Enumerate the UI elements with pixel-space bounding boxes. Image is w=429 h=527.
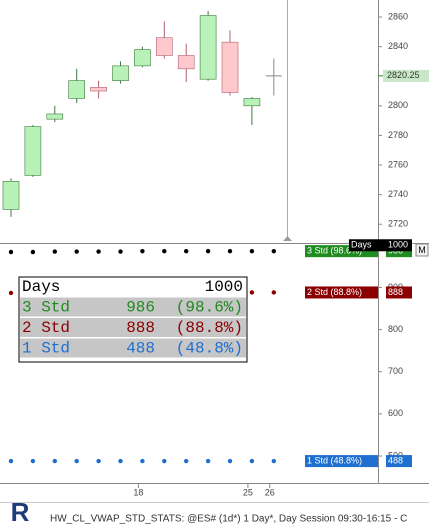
table-row-bg: [20, 338, 246, 358]
y-tick-label: 700: [388, 366, 403, 376]
logo: [4, 504, 44, 526]
dot: [96, 249, 101, 254]
series-name-box: [305, 455, 378, 468]
days-value: 1000: [388, 240, 408, 250]
dot: [118, 249, 123, 254]
x-tick-label: 18: [133, 487, 143, 497]
dot: [30, 458, 36, 464]
table-cell: 2 Std: [22, 319, 70, 337]
dot: [271, 248, 276, 254]
candle-body: [68, 80, 85, 99]
table-cell: 1 Std: [22, 340, 70, 358]
days-box: [349, 239, 412, 252]
dot: [8, 290, 14, 296]
cursor-mark: [283, 236, 292, 241]
candle-body: [243, 98, 261, 107]
dot: [52, 458, 57, 464]
table-cell: (48.8%): [176, 340, 243, 358]
table-cell: 1000: [205, 278, 243, 296]
dot: [118, 458, 123, 464]
value-label: 888: [388, 287, 403, 297]
dot: [162, 248, 167, 254]
dot: [74, 249, 79, 254]
dot: [140, 458, 145, 464]
candle-body: [221, 41, 239, 93]
table-cell: Days: [22, 278, 60, 296]
dot: [96, 458, 101, 464]
value-box: [386, 286, 412, 299]
candle-body: [2, 181, 20, 210]
dot: [184, 458, 189, 464]
table-cell: 888: [126, 319, 155, 337]
dot: [52, 249, 57, 254]
value-box: [386, 455, 412, 468]
table-cell: (98.6%): [176, 299, 243, 317]
candle-body: [24, 126, 42, 176]
table-cell: 488: [126, 340, 155, 358]
dot: [227, 248, 233, 254]
logo-text: R: [11, 497, 30, 527]
y-tick-label: 2840: [388, 41, 408, 51]
candle-body: [46, 113, 64, 120]
dot: [271, 458, 276, 464]
table-row-bg: [20, 318, 246, 337]
last-price-label: 2820.25: [387, 70, 420, 80]
dot: [249, 290, 255, 295]
table-cell: (88.8%): [176, 319, 243, 337]
candle-body: [156, 37, 173, 56]
x-tick-label: 25: [243, 487, 253, 497]
table-cell: 3 Std: [22, 299, 70, 317]
footer-text: HW_CL_VWAP_STD_STATS: @ES# (1d*) 1 Day*,…: [50, 514, 407, 525]
table-cell: 986: [126, 299, 155, 317]
legend-entry: 2 Std (88.8%): [307, 287, 362, 297]
dot: [30, 249, 36, 255]
dot: [74, 458, 79, 464]
candle-body: [90, 87, 107, 92]
dot: [162, 458, 167, 464]
series-name-box: [305, 245, 378, 258]
pane-button[interactable]: [415, 243, 429, 257]
dot: [227, 458, 233, 464]
pane-button-label: M: [418, 245, 426, 255]
dot: [205, 458, 211, 464]
dot: [8, 249, 14, 255]
dot: [184, 248, 189, 254]
dot: [249, 248, 255, 254]
legend-entry: 3 Std (98.6%): [307, 246, 362, 256]
dot: [140, 248, 145, 254]
y-tick-label: 2800: [388, 100, 408, 110]
series-name-box: [305, 286, 378, 299]
last-price-box: [383, 69, 429, 82]
y-tick-label: 600: [388, 408, 403, 418]
y-tick-label: 2720: [388, 219, 408, 229]
value-label: 488: [388, 455, 403, 465]
legend-entry: 1 Std (48.8%): [307, 455, 362, 465]
y-tick-label: 2780: [388, 130, 408, 140]
y-tick-label: 800: [388, 324, 403, 334]
days-name: Days: [351, 240, 372, 250]
dot: [8, 458, 14, 464]
stats-table: Days 1000 3 Std 986 (98.6%) 2 Std 888 (88.8%) 1 …: [18, 276, 248, 363]
dot: [249, 458, 255, 464]
y-tick-label: 2860: [388, 11, 408, 21]
y-tick-label: 2740: [388, 189, 408, 199]
dot: [205, 248, 211, 254]
x-tick-label: 26: [265, 487, 275, 497]
y-tick-label: 2760: [388, 159, 408, 169]
candle-body: [112, 65, 129, 81]
candle-body: [177, 55, 195, 70]
candle-body: [134, 49, 151, 67]
dot: [271, 290, 276, 295]
candle-body: [199, 15, 217, 80]
table-row-bg: [20, 297, 246, 317]
